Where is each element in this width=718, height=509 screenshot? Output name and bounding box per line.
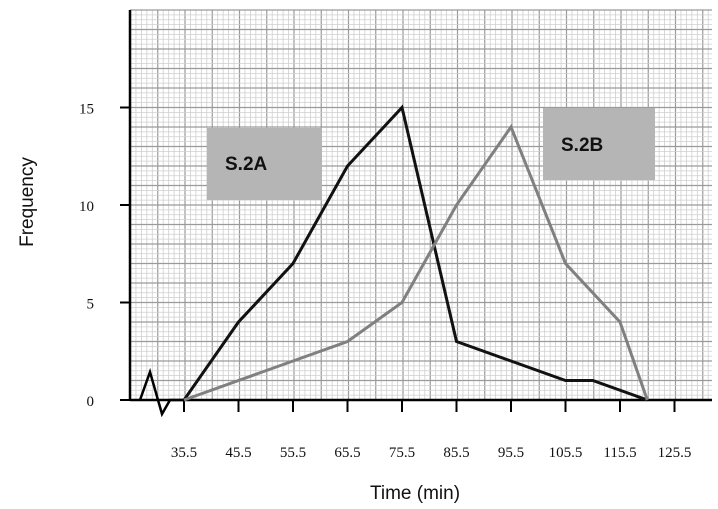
series-tag-a: S.2A bbox=[225, 154, 268, 175]
series-tag-box-a bbox=[207, 128, 322, 200]
series-lines bbox=[182, 104, 649, 402]
x-tick-label: 125.5 bbox=[658, 445, 692, 461]
x-tick-label: 75.5 bbox=[389, 445, 415, 461]
x-tick-label: 45.5 bbox=[225, 445, 251, 461]
x-axis-title: Time (min) bbox=[370, 483, 460, 504]
grid bbox=[129, 9, 712, 401]
series-line-b bbox=[183, 123, 649, 402]
x-tick-label: 65.5 bbox=[334, 445, 360, 461]
axis-break-mark bbox=[138, 367, 184, 418]
y-tick-label: 0 bbox=[87, 394, 95, 410]
series-line-a bbox=[182, 104, 648, 402]
series-tag-b: S.2B bbox=[561, 135, 603, 156]
y-axis-title: Frequency bbox=[17, 157, 38, 247]
y-tick-label: 5 bbox=[87, 297, 95, 313]
x-tick-label: 95.5 bbox=[498, 445, 524, 461]
x-tick-label: 115.5 bbox=[603, 445, 636, 461]
x-tick-label: 55.5 bbox=[280, 445, 306, 461]
x-tick-label: 85.5 bbox=[443, 445, 469, 461]
series-tag-box-b bbox=[543, 108, 655, 180]
series-tags: S.2A S.2B bbox=[207, 108, 655, 200]
y-tick-label: 15 bbox=[79, 102, 94, 118]
ticks: 0 5 10 15 35.5 45.5 55.5 65.5 75.5 85.5 95.5 105.5 1… bbox=[79, 102, 691, 462]
y-tick-label: 10 bbox=[79, 199, 94, 215]
x-tick-label: 35.5 bbox=[171, 445, 197, 461]
x-tick-label: 105.5 bbox=[549, 445, 583, 461]
